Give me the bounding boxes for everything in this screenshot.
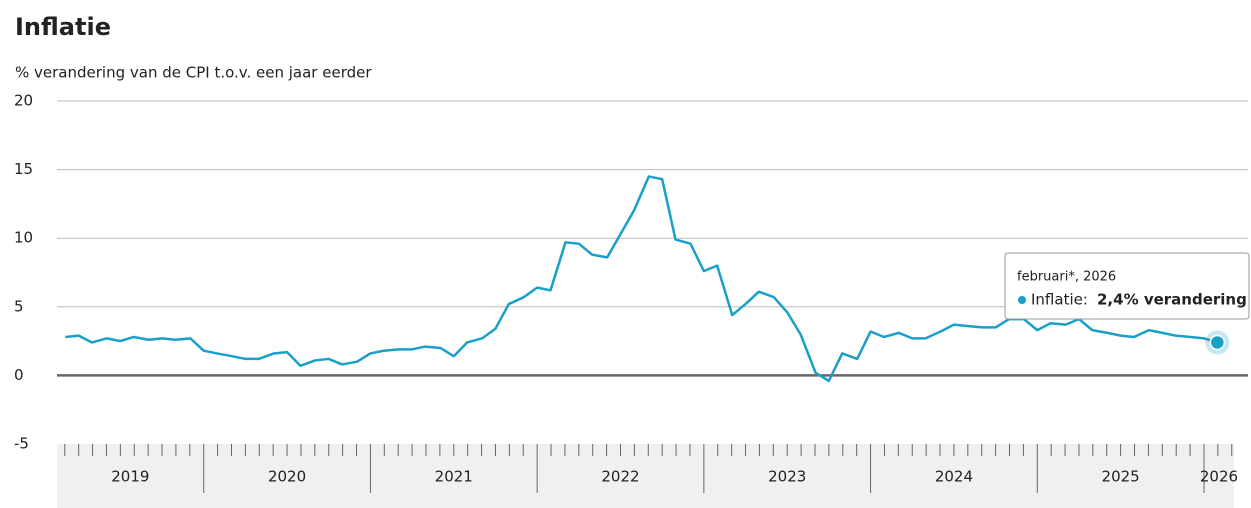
x-tick-label: 2022 [601,468,639,486]
series-line [65,175,1218,383]
tooltip-series: Inflatie: [1031,291,1088,309]
x-tick-label: 2025 [1102,468,1140,486]
y-tick-label: -5 [14,435,29,453]
highlight-point [1209,334,1226,351]
y-tick-label: 20 [14,92,33,110]
chart-title: Inflatie [15,13,111,41]
tooltip-value: 2,4% verandering [1097,291,1247,309]
x-tick-label: 2021 [435,468,473,486]
tooltip-date: februari*, 2026 [1017,270,1116,285]
x-tick-label: 2024 [935,468,973,486]
x-tick-label: 2026 [1200,468,1238,486]
x-axis-band [57,444,1234,508]
tooltip-box [1004,252,1250,320]
tooltip: februari*, 2026 Inflatie: 2,4% veranderi… [1004,252,1250,320]
x-tick-label: 2019 [111,468,149,486]
y-tick-label: 15 [14,160,33,178]
x-tick-label: 2020 [268,468,306,486]
chart-subtitle: % verandering van de CPI t.o.v. een jaar… [15,64,372,82]
x-tick-label: 2023 [768,468,806,486]
y-tick-label: 0 [14,366,24,384]
tooltip-dot [1018,296,1026,304]
y-tick-label: 10 [14,229,33,247]
y-tick-label: 5 [14,297,24,315]
